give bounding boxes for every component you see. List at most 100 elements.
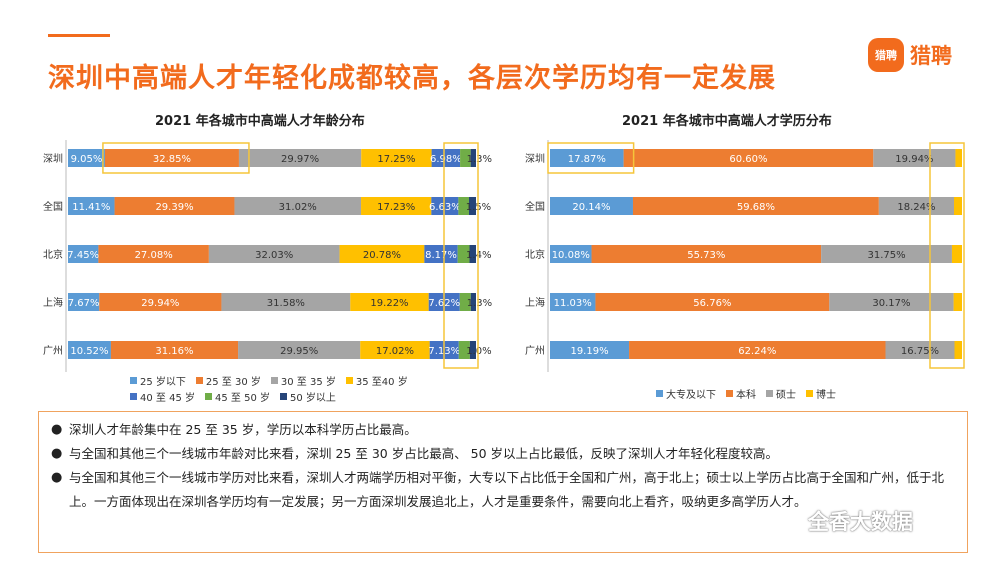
legend-label: 博士 <box>816 389 836 401</box>
legend-swatch <box>806 389 813 397</box>
bar-segment <box>632 197 879 215</box>
edu-chart-legend: 大专及以下 本科 硕士 博士 <box>656 385 916 401</box>
data-label: 31.75% <box>867 250 905 261</box>
data-label: 29.94% <box>141 298 179 309</box>
logo-badge: 猎聘 <box>868 38 904 72</box>
bar-segment <box>221 293 351 311</box>
highlight-box <box>929 142 965 369</box>
data-label: 60.60% <box>729 154 767 165</box>
data-label: 17.02% <box>376 346 414 357</box>
note-text: 与全国和其他三个一线城市学历对比来看，深圳人才两端学历相对平衡，大专以下占比低于… <box>69 470 945 509</box>
legend-swatch <box>726 389 733 397</box>
category-label: 全国 <box>43 200 63 213</box>
age-distribution-chart: 深圳 9.05% 32.85% 29.97% 17.25% 6.98% 1.3% 全国 11.4… <box>43 140 492 372</box>
data-label: 31.02% <box>279 202 317 213</box>
bar-segment <box>457 245 470 263</box>
data-label: 32.85% <box>153 154 191 165</box>
data-label: 1.3% <box>467 154 492 165</box>
bar-segment <box>68 293 100 311</box>
bar-segment <box>431 149 461 167</box>
legend-item: 25 至 30 岁 <box>195 372 261 388</box>
bullet-icon: ● <box>51 422 63 437</box>
bar-segment <box>878 197 955 215</box>
legend-label: 30 至 35 岁 <box>280 376 336 388</box>
data-label: 27.08% <box>135 250 173 261</box>
bar-segment <box>459 293 471 311</box>
data-label: 56.76% <box>693 298 731 309</box>
bar-segment <box>68 197 115 215</box>
bar-segment <box>460 149 471 167</box>
bar-segment <box>68 149 105 167</box>
data-label: 8.17% <box>425 250 457 261</box>
bar-segment <box>885 341 955 359</box>
legend-swatch <box>280 392 287 400</box>
bar-segment <box>469 341 476 359</box>
note-text: 深圳人才年龄集中在 25 至 35 岁，学历以本科学历占比最高。 <box>69 422 417 437</box>
edu-chart-title: 2021 年各城市中高端人才学历分布 <box>622 114 832 129</box>
bar-segment <box>361 197 432 215</box>
legend-label: 25 至 30 岁 <box>205 376 261 388</box>
legend-item: 大专及以下 <box>656 385 716 401</box>
bar-segment <box>99 293 222 311</box>
data-label: 19.22% <box>370 298 408 309</box>
bar-segment <box>550 149 624 167</box>
bar-segment <box>953 293 962 311</box>
category-label: 上海 <box>525 296 545 309</box>
data-label: 17.25% <box>377 154 415 165</box>
data-label: 20.78% <box>363 250 401 261</box>
legend-label: 35 至40 岁 <box>355 376 408 388</box>
bar-segment <box>104 149 239 167</box>
legend-item: 30 至 35 岁 <box>270 372 336 388</box>
highlight-box <box>547 142 635 174</box>
category-label: 深圳 <box>43 153 63 165</box>
bar-segment <box>68 341 111 359</box>
bullet-icon: ● <box>51 446 63 461</box>
data-label: 20.14% <box>572 202 610 213</box>
note-item: ● 与全国和其他三个一线城市学历对比来看，深圳人才两端学历相对平衡，大专以下占比低… <box>51 466 957 514</box>
data-label: 17.87% <box>568 154 606 165</box>
category-label: 全国 <box>525 200 545 213</box>
title-accent-line <box>48 34 110 37</box>
bar-segment <box>238 341 361 359</box>
data-label: 11.41% <box>72 202 110 213</box>
legend-swatch <box>205 392 212 400</box>
data-label: 19.94% <box>895 154 933 165</box>
bar-segment <box>98 245 209 263</box>
category-label: 广州 <box>525 345 545 357</box>
data-label: 17.23% <box>377 202 415 213</box>
bar-segment <box>431 197 459 215</box>
bar-segment <box>68 245 99 263</box>
bar-segment <box>954 197 962 215</box>
liepin-logo: 猎聘 猎聘 <box>868 38 952 72</box>
legend-label: 50 岁以上 <box>290 392 336 404</box>
legend-label: 25 岁以下 <box>140 376 186 388</box>
note-item: ● 深圳人才年龄集中在 25 至 35 岁，学历以本科学历占比最高。 <box>51 418 957 442</box>
data-label: 29.95% <box>280 346 318 357</box>
note-item: ● 与全国和其他三个一线城市年龄对比来看，深圳 25 至 30 岁占比最高、 50… <box>51 442 957 466</box>
bar-segment <box>821 245 952 263</box>
legend-label: 45 至 50 岁 <box>215 392 270 404</box>
bar-segment <box>339 245 425 263</box>
bar-segment <box>208 245 340 263</box>
legend-label: 本科 <box>736 389 756 401</box>
data-label: 6.98% <box>430 154 462 165</box>
age-chart-legend: 25 岁以下 25 至 30 岁 30 至 35 岁 35 至40 岁 40 至 45 … <box>130 372 440 404</box>
data-label: 62.24% <box>738 346 776 357</box>
category-label: 上海 <box>43 296 63 309</box>
bar-segment <box>469 245 476 263</box>
category-label: 北京 <box>525 248 545 261</box>
bar-segment <box>361 149 432 167</box>
bar-segment <box>468 197 476 215</box>
bar-segment <box>550 245 592 263</box>
bar-segment <box>114 197 235 215</box>
bar-segment <box>550 197 633 215</box>
education-distribution-chart: 深圳 17.87% 60.60% 19.94% 全国 20.14% 59.68% 18.24%… <box>525 140 965 372</box>
legend-item: 45 至 50 岁 <box>205 388 270 404</box>
data-label: 31.16% <box>155 346 193 357</box>
category-label: 深圳 <box>525 153 545 165</box>
bar-segment <box>458 197 469 215</box>
legend-item: 25 岁以下 <box>130 372 186 388</box>
data-label: 11.03% <box>554 298 592 309</box>
data-label: 32.03% <box>255 250 293 261</box>
legend-item: 40 至 45 岁 <box>130 388 195 404</box>
